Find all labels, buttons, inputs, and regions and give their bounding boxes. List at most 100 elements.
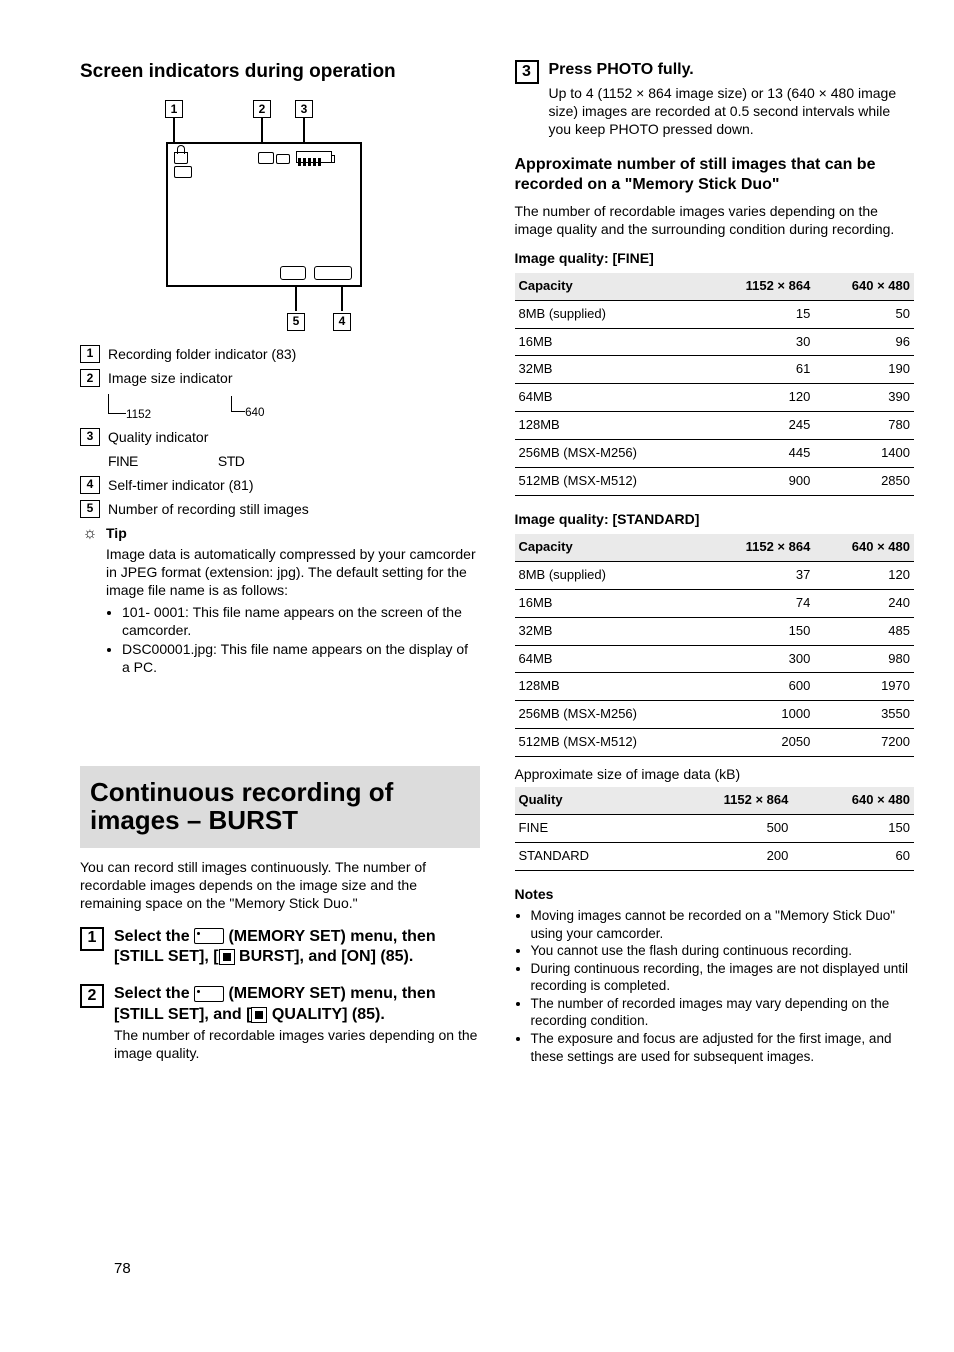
callout-4: 4 — [333, 313, 351, 331]
table-cell: 37 — [705, 561, 814, 589]
burst-heading: Continuous recording of images – BURST — [90, 778, 470, 834]
notes-heading: Notes — [515, 885, 915, 903]
table-cell: 60 — [792, 843, 914, 871]
table-cell: 980 — [814, 645, 914, 673]
table-cell: 7200 — [814, 729, 914, 757]
table-cell: 50 — [814, 300, 914, 328]
approx-images-heading: Approximate number of still images that … — [515, 155, 915, 197]
table-cell: 240 — [814, 589, 914, 617]
table-cell: 245 — [705, 412, 814, 440]
table-cell: 16MB — [515, 589, 705, 617]
quality-square-icon — [251, 1007, 267, 1023]
table-cell: 32MB — [515, 356, 705, 384]
item-4: Self-timer indicator (81) — [108, 476, 480, 494]
table-cell: 16MB — [515, 328, 705, 356]
table-cell: 3550 — [814, 701, 914, 729]
item-5: Number of recording still images — [108, 500, 480, 518]
step-1: 1 Select the (MEMORY SET) menu, then [ST… — [80, 927, 480, 969]
count-icon — [314, 266, 352, 284]
table-cell: 120 — [705, 384, 814, 412]
callout-1: 1 — [165, 100, 183, 118]
screen-indicators-heading: Screen indicators during operation — [80, 60, 480, 85]
item-1: Recording folder indicator (83) — [108, 345, 480, 363]
table-cell: 120 — [814, 561, 914, 589]
table-cell: 1000 — [705, 701, 814, 729]
memory-stick-icon — [194, 928, 224, 944]
table-cell: 8MB (supplied) — [515, 300, 705, 328]
item-2-sub: 1152 640 — [108, 394, 480, 422]
table-cell: 15 — [705, 300, 814, 328]
step-3: 3 Press PHOTO fully. Up to 4 (1152 × 864… — [515, 60, 915, 139]
note-item: During continuous recording, the images … — [531, 960, 915, 995]
tip-icon: ☼ — [80, 524, 100, 545]
page-number: 78 — [114, 1259, 131, 1279]
item-4-icon: 4 — [80, 476, 100, 494]
tip-label: Tip — [106, 524, 480, 542]
burst-heading-box: Continuous recording of images – BURST — [80, 766, 480, 848]
table-cell: 32MB — [515, 617, 705, 645]
table-cell: 1970 — [814, 673, 914, 701]
burst-square-icon — [219, 949, 235, 965]
table-cell: 390 — [814, 384, 914, 412]
approx-size-heading: Approximate size of image data (kB) — [515, 765, 915, 783]
table-cell: 2050 — [705, 729, 814, 757]
approx-images-para: The number of recordable images varies d… — [515, 202, 915, 238]
table-cell: 128MB — [515, 673, 705, 701]
table-cell: 1400 — [814, 440, 914, 468]
note-item: Moving images cannot be recorded on a "M… — [531, 907, 915, 942]
table-cell: 190 — [814, 356, 914, 384]
table-cell: 2850 — [814, 467, 914, 495]
step-2-num: 2 — [80, 984, 104, 1008]
table-cell: 30 — [705, 328, 814, 356]
note-item: The number of recorded images may vary d… — [531, 995, 915, 1030]
table-cell: 300 — [705, 645, 814, 673]
callout-5: 5 — [287, 313, 305, 331]
item-2: Image size indicator — [108, 369, 480, 387]
step-2-desc: The number of recordable images varies d… — [114, 1026, 480, 1062]
callout-2: 2 — [253, 100, 271, 118]
table-cell: 150 — [792, 815, 914, 843]
table-cell: 96 — [814, 328, 914, 356]
table-cell: 61 — [705, 356, 814, 384]
callout-3: 3 — [295, 100, 313, 118]
table-cell: 74 — [705, 589, 814, 617]
item-3: Quality indicator — [108, 428, 480, 446]
table-size: Quality1152 × 864640 × 480 FINE500150STA… — [515, 787, 915, 871]
tip-body: Image data is automatically compressed b… — [106, 545, 480, 600]
size-icon — [258, 150, 290, 168]
tip-bullet-1: 101- 0001: This file name appears on the… — [122, 603, 480, 639]
table-cell: 445 — [705, 440, 814, 468]
item-1-icon: 1 — [80, 345, 100, 363]
step-3-num: 3 — [515, 60, 539, 84]
table-standard: Capacity1152 × 864640 × 480 8MB (supplie… — [515, 534, 915, 757]
table-cell: 8MB (supplied) — [515, 561, 705, 589]
table-1-title: Image quality: [FINE] — [515, 249, 915, 267]
table-cell: FINE — [515, 815, 659, 843]
table-cell: 600 — [705, 673, 814, 701]
table-cell: 900 — [705, 467, 814, 495]
table-cell: 150 — [705, 617, 814, 645]
note-item: The exposure and focus are adjusted for … — [531, 1030, 915, 1065]
battery-icon — [296, 151, 332, 170]
table-cell: 64MB — [515, 645, 705, 673]
table-cell: STANDARD — [515, 843, 659, 871]
table-cell: 780 — [814, 412, 914, 440]
notes-list: Moving images cannot be recorded on a "M… — [531, 907, 915, 1065]
table-cell: 256MB (MSX-M256) — [515, 701, 705, 729]
step-3-desc: Up to 4 (1152 × 864 image size) or 13 (6… — [549, 84, 915, 139]
lcd-diagram: 1 2 3 — [160, 99, 370, 332]
play-icon — [174, 166, 192, 178]
timer-icon — [280, 266, 306, 284]
item-5-icon: 5 — [80, 500, 100, 518]
table-cell: 64MB — [515, 384, 705, 412]
step-1-num: 1 — [80, 927, 104, 951]
table-cell: 500 — [659, 815, 793, 843]
item-3-icon: 3 — [80, 428, 100, 446]
step-2: 2 Select the (MEMORY SET) menu, then [ST… — [80, 984, 480, 1062]
memory-stick-icon — [194, 986, 224, 1002]
burst-intro: You can record still images continuously… — [80, 858, 480, 913]
table-cell: 200 — [659, 843, 793, 871]
table-cell: 512MB (MSX-M512) — [515, 467, 705, 495]
table-cell: 128MB — [515, 412, 705, 440]
table-cell: 256MB (MSX-M256) — [515, 440, 705, 468]
